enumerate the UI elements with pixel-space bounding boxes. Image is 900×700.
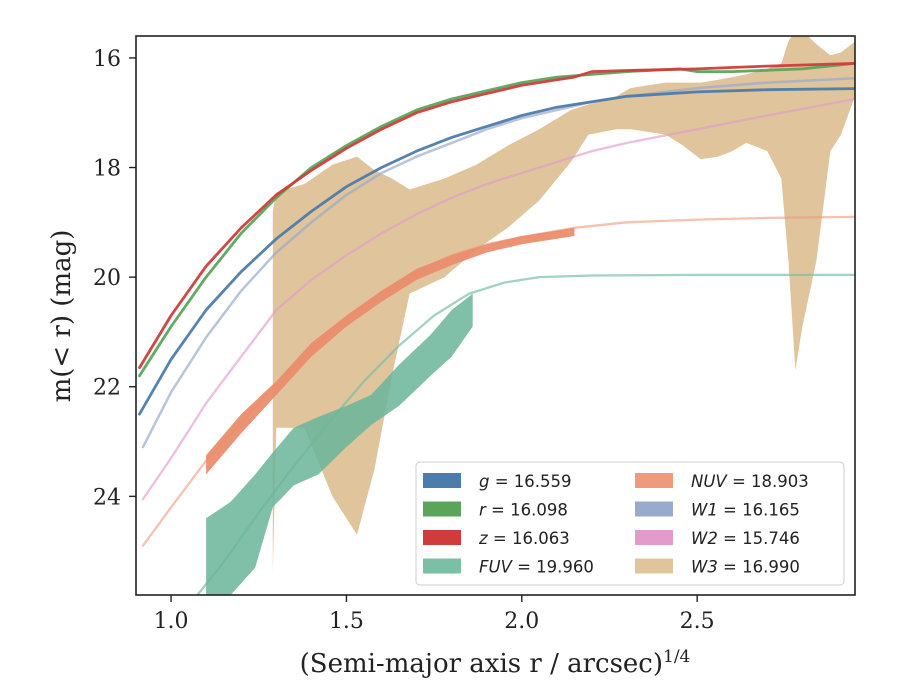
legend-variable: r: [479, 501, 487, 520]
legend-swatch-r: [423, 501, 461, 517]
x-tick-label: 1.0: [154, 609, 189, 634]
legend-swatch-w1: [635, 501, 673, 517]
x-ticks: 1.0 1.5 2.0 2.5: [154, 595, 715, 634]
legend-label-r: r = 16.098: [479, 501, 568, 520]
legend-label-z: z = 16.063: [478, 529, 570, 548]
legend-label-w2: W2 = 15.746: [691, 529, 800, 548]
legend-label-g: g = 16.559: [479, 472, 572, 491]
legend: g = 16.559 NUV = 18.903 r = 16.098 W1 = 16.…: [415, 461, 845, 586]
legend-value: = 16.165: [718, 501, 800, 520]
series-band-fuv: [206, 293, 473, 595]
x-axis-label-superscript: 1/4: [663, 647, 690, 667]
legend-value: = 15.746: [718, 529, 800, 548]
y-axis-label: m(< r) (mag): [47, 230, 77, 403]
legend-swatch-z: [423, 530, 461, 545]
x-axis-label: (Semi-major axis r / arcsec)1/4: [300, 647, 691, 679]
legend-swatch-nuv: [635, 473, 673, 488]
legend-label-fuv: FUV = 19.960: [479, 558, 594, 577]
legend-label-w3: W3 = 16.990: [691, 558, 800, 577]
legend-value: = 16.559: [489, 472, 571, 491]
series-line-z: [138, 62, 855, 370]
x-tick-label: 2.0: [504, 609, 539, 634]
x-tick-label: 2.5: [680, 609, 715, 634]
legend-value: = 16.098: [486, 501, 568, 520]
legend-value: = 18.903: [727, 472, 809, 491]
series-line-g: [138, 87, 855, 416]
y-tick-label: 16: [93, 47, 121, 72]
legend-variable: W3: [691, 558, 718, 577]
series-line-r: [138, 62, 855, 378]
y-tick-label: 24: [93, 485, 121, 510]
x-tick-label: 1.5: [329, 609, 364, 634]
legend-variable: W1: [691, 501, 718, 520]
legend-variable: W2: [691, 529, 718, 548]
legend-swatch-g: [423, 473, 461, 488]
legend-value: = 16.990: [718, 558, 800, 577]
legend-variable: FUV: [479, 558, 514, 577]
legend-variable: NUV: [691, 472, 728, 491]
legend-value: = 19.960: [512, 558, 594, 577]
series-line-w2-model: [141, 97, 855, 501]
legend-swatch-w2: [635, 530, 673, 545]
legend-swatch-fuv: [423, 558, 461, 574]
legend-variable: z: [478, 529, 488, 548]
legend-value: = 16.063: [488, 529, 570, 548]
legend-label-nuv: NUV = 18.903: [691, 472, 809, 491]
y-tick-label: 20: [93, 266, 121, 291]
legend-label-w1: W1 = 16.165: [691, 501, 800, 520]
y-ticks: 16 18 20 22 24: [93, 47, 136, 510]
y-tick-label: 22: [93, 376, 121, 401]
series-layer: [138, 36, 855, 595]
legend-frame: [415, 461, 845, 586]
legend-swatch-w3: [635, 558, 673, 574]
x-axis-label-text: (Semi-major axis r / arcsec): [300, 649, 663, 679]
y-tick-label: 18: [93, 157, 121, 182]
plot-frame: [135, 35, 856, 596]
legend-variable: g: [479, 472, 489, 491]
